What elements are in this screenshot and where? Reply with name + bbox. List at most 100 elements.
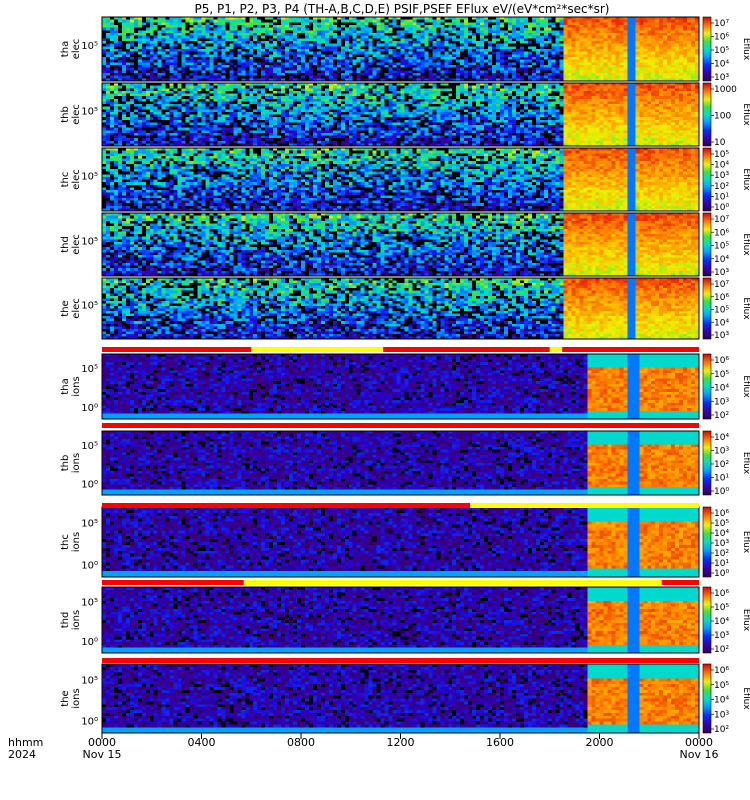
- colorbar-tick-label: 10⁵: [714, 306, 729, 316]
- colorbar-tick-label: 10³: [714, 631, 729, 641]
- colorbar-tick-label: 10³: [714, 710, 729, 720]
- colorbar-unit-label: Eflux: [741, 297, 750, 320]
- status-segment-red: [383, 347, 550, 352]
- colorbar-tick-label: 10⁴: [714, 318, 729, 328]
- colorbar-tick-label: 10⁰: [714, 569, 729, 579]
- colorbar-tick-label: 10⁶: [714, 293, 729, 303]
- spectrogram-image: [102, 278, 699, 339]
- colorbar-unit-label: Eflux: [741, 687, 750, 710]
- spectrogram-image: [102, 507, 699, 577]
- status-segment-red: [102, 503, 471, 508]
- panel-frame: [101, 212, 700, 277]
- x-tick-label: 1200: [387, 736, 415, 749]
- colorbar-tick-label: 10³: [714, 331, 729, 341]
- colorbar-tick-label: 10⁴: [714, 255, 729, 265]
- y-axis-label-species: elec: [71, 298, 82, 319]
- spectrogram-image: [102, 431, 699, 495]
- y-tick-label-top: 10⁵: [81, 519, 98, 530]
- colorbar-tick-label: 10⁴: [714, 433, 729, 443]
- colorbar-unit-label: Eflux: [741, 168, 750, 191]
- colorbar-tick-label: 10⁵: [714, 519, 729, 529]
- status-segment-red: [102, 423, 699, 428]
- colorbar-tick-label: 10¹: [714, 192, 729, 202]
- y-axis-label-species: elec: [71, 39, 82, 60]
- panel-frame: [101, 147, 700, 212]
- spectrogram-image: [102, 17, 699, 81]
- panel-frame: [101, 16, 700, 82]
- colorbar-unit-label: Eflux: [741, 531, 750, 554]
- x-axis-row1-label: hhmm: [8, 736, 43, 749]
- y-tick-label-bottom: 10⁰: [81, 479, 98, 490]
- colorbar-tick-label: 10³: [714, 397, 729, 407]
- colorbar-tick-label: 10⁶: [714, 356, 729, 366]
- panel-frame: [101, 586, 700, 654]
- y-tick-label: 10⁵: [81, 237, 98, 248]
- colorbar: [702, 430, 712, 496]
- y-axis-label: thdelec: [60, 234, 82, 255]
- colorbar-tick-label: 10¹: [714, 559, 729, 569]
- panel-the-ions: theions 10⁵ 10⁰ 10⁶ 10⁵ 10⁴ 10³ 10² Eflux: [60, 663, 750, 735]
- colorbar-tick-label: 10⁵: [714, 242, 729, 252]
- colorbar-tick-label: 10⁵: [714, 603, 729, 613]
- colorbar-tick-label: 1000: [714, 85, 737, 95]
- x-tick-label: 2000: [586, 736, 614, 749]
- colorbar-tick-label: 10⁵: [714, 150, 729, 160]
- status-bar-4: [102, 580, 699, 585]
- y-tick-label: 10⁵: [81, 172, 98, 183]
- figure-title: P5, P1, P2, P3, P4 (TH-A,B,C,D,E) PSIF,P…: [195, 2, 610, 16]
- y-axis-label-species: elec: [71, 104, 82, 125]
- status-segment-yellow: [470, 503, 699, 508]
- status-bar-3: [102, 503, 699, 508]
- colorbar-tick-label: 10²: [714, 549, 729, 559]
- y-axis-label-probe: the: [60, 690, 71, 706]
- y-axis-label-species: ions: [71, 610, 82, 630]
- y-axis-label: thcelec: [60, 169, 82, 190]
- colorbar-tick-label: 10⁷: [714, 280, 729, 290]
- colorbar-tick-label: 10⁷: [714, 19, 729, 29]
- status-bar-2: [102, 423, 699, 428]
- y-axis-label-species: elec: [71, 169, 82, 190]
- y-axis-label: theions: [60, 688, 82, 708]
- x-tick-label: 0800: [287, 736, 315, 749]
- colorbar: [702, 663, 712, 734]
- status-segment-red: [102, 580, 244, 585]
- status-segment-yellow: [251, 347, 384, 352]
- colorbar-unit-label: Eflux: [741, 375, 750, 398]
- y-tick-label-bottom: 10⁰: [81, 403, 98, 414]
- y-axis-label-probe: the: [60, 300, 71, 316]
- colorbar-tick-label: 10³: [714, 171, 729, 181]
- spectrogram-image: [102, 148, 699, 211]
- y-axis-label-probe: tha: [60, 378, 71, 394]
- colorbar-tick-label: 10⁴: [714, 161, 729, 171]
- colorbar: [702, 212, 712, 277]
- y-tick-label: 10⁵: [81, 301, 98, 312]
- y-tick-label-bottom: 10⁰: [81, 637, 98, 648]
- y-axis-label-probe: thb: [60, 106, 71, 123]
- y-tick-label-top: 10⁵: [81, 364, 98, 375]
- status-segment-yellow: [549, 347, 563, 352]
- colorbar: [702, 16, 712, 82]
- colorbar-unit-label: Eflux: [741, 103, 750, 126]
- colorbar-tick-label: 10⁶: [714, 666, 729, 676]
- colorbar-tick-label: 10⁴: [714, 60, 729, 70]
- colorbar-tick-label: 10³: [714, 73, 729, 83]
- panel-frame: [101, 277, 700, 340]
- status-bars: [102, 347, 699, 663]
- colorbar-tick-label: 10⁶: [714, 509, 729, 519]
- colorbar-tick-label: 10²: [714, 645, 729, 655]
- colorbar-tick-label: 10⁴: [714, 529, 729, 539]
- y-axis-label-probe: tha: [60, 41, 71, 57]
- colorbar-tick-label: 10⁶: [714, 228, 729, 238]
- y-axis-label-probe: thd: [60, 236, 71, 253]
- colorbar-tick-label: 10⁶: [714, 589, 729, 599]
- y-tick-label-bottom: 10⁰: [81, 717, 98, 728]
- spectrogram-image: [102, 664, 699, 733]
- colorbar-unit-label: Eflux: [741, 609, 750, 632]
- colorbar-tick-label: 10⁰: [714, 203, 729, 213]
- y-axis-label-species: ions: [71, 532, 82, 552]
- x-tick-label: 0000: [88, 736, 116, 749]
